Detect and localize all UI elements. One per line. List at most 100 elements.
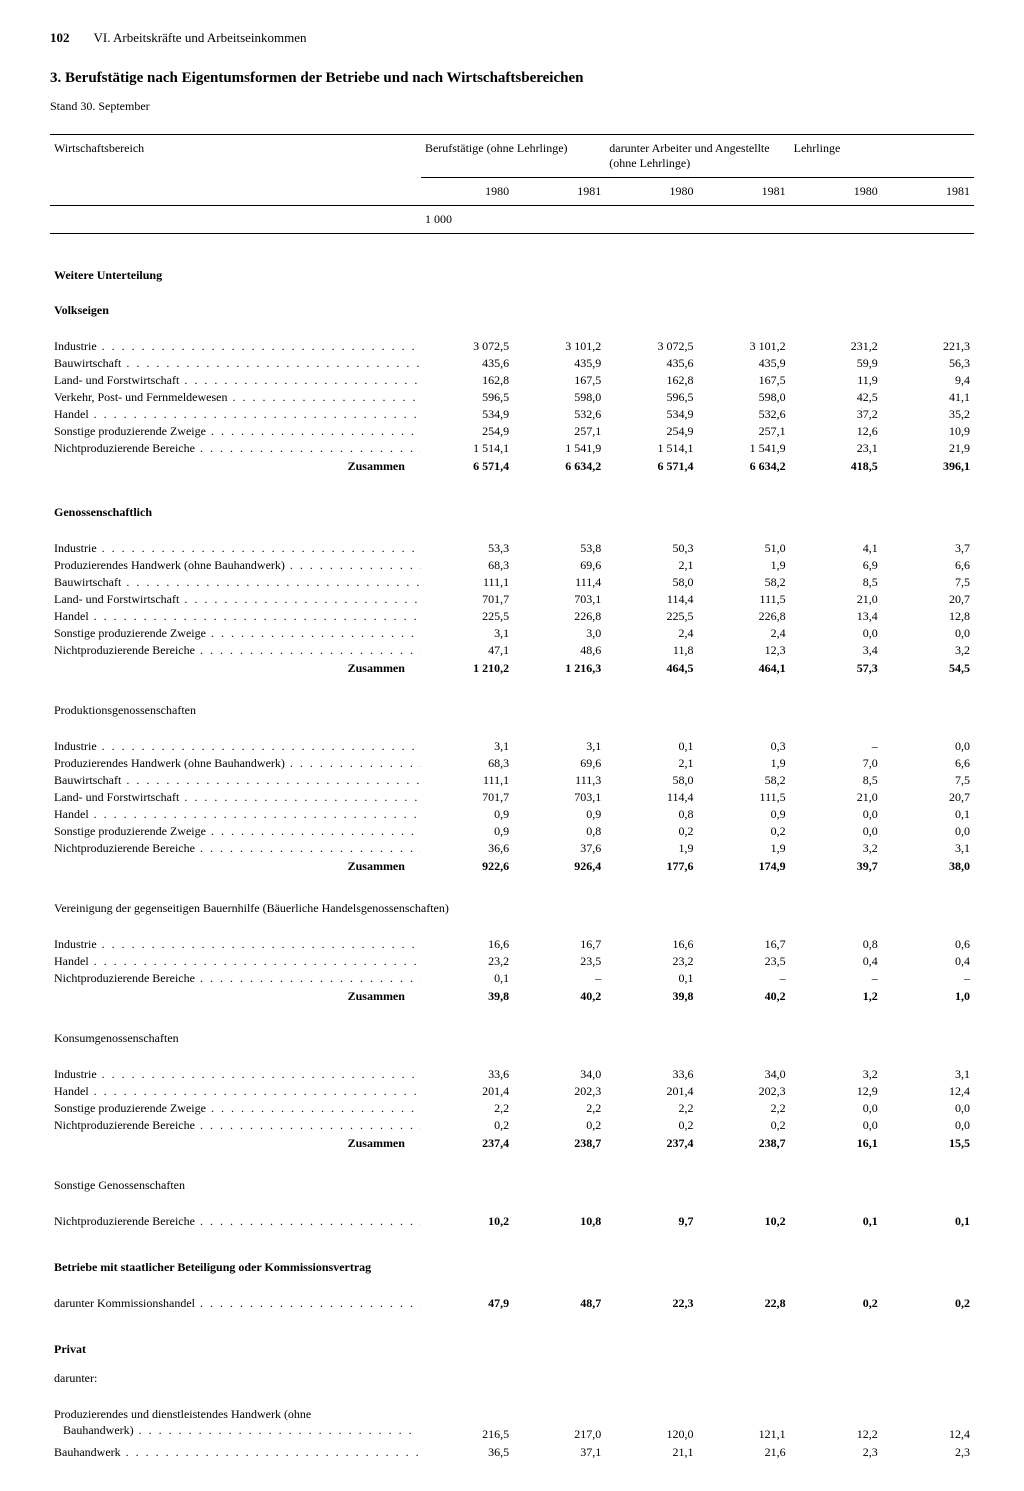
data-cell: –	[882, 970, 974, 987]
data-cell: 202,3	[697, 1083, 789, 1100]
col-header-label: Wirtschaftsbereich	[50, 135, 421, 206]
data-cell: 6,6	[882, 557, 974, 574]
data-cell: 257,1	[513, 423, 605, 440]
row-label: Handel	[50, 608, 421, 625]
data-cell: 598,0	[697, 389, 789, 406]
data-cell: 3,2	[882, 642, 974, 659]
total-label: Zusammen	[50, 987, 421, 1005]
data-cell: 0,0	[790, 625, 882, 642]
page-header: 102 VI. Arbeitskräfte und Arbeitseinkomm…	[50, 30, 974, 46]
data-cell: 0,8	[790, 936, 882, 953]
data-cell: 0,2	[605, 1117, 697, 1134]
data-cell: 532,6	[697, 406, 789, 423]
row-label: Sonstige produzierende Zweige	[50, 625, 421, 642]
row-label: Nichtproduzierende Bereiche	[50, 1213, 421, 1230]
data-cell: 39,8	[421, 987, 513, 1005]
data-cell: 3,2	[790, 1066, 882, 1083]
data-cell: 1 216,3	[513, 659, 605, 677]
data-cell: 20,7	[882, 789, 974, 806]
data-cell: 534,9	[421, 406, 513, 423]
year-header: 1981	[882, 178, 974, 206]
data-cell: 0,1	[790, 1213, 882, 1230]
data-cell: 0,2	[421, 1117, 513, 1134]
data-cell: 167,5	[697, 372, 789, 389]
subheading: Sonstige Genossenschaften	[50, 1168, 974, 1197]
row-label: Sonstige produzierende Zweige	[50, 1100, 421, 1117]
data-cell: 435,6	[605, 355, 697, 372]
data-cell: 23,1	[790, 440, 882, 457]
data-cell: 596,5	[421, 389, 513, 406]
data-cell: 2,4	[697, 625, 789, 642]
row-label: Nichtproduzierende Bereiche	[50, 970, 421, 987]
data-cell: 922,6	[421, 857, 513, 875]
data-cell: 0,8	[513, 823, 605, 840]
data-cell: 0,2	[605, 823, 697, 840]
data-cell: 22,8	[697, 1295, 789, 1312]
data-cell: 2,2	[421, 1100, 513, 1117]
data-cell: 217,0	[513, 1406, 605, 1444]
data-cell: 926,4	[513, 857, 605, 875]
data-cell: 0,6	[882, 936, 974, 953]
row-label: Handel	[50, 406, 421, 423]
data-cell: 435,9	[697, 355, 789, 372]
data-cell: 254,9	[421, 423, 513, 440]
row-label: Nichtproduzierende Bereiche	[50, 840, 421, 857]
data-cell: 0,9	[697, 806, 789, 823]
data-cell: 435,9	[513, 355, 605, 372]
data-cell: 534,9	[605, 406, 697, 423]
col-header-group2: darunter Arbeiter und Angestellte (ohne …	[605, 135, 789, 178]
data-cell: 201,4	[605, 1083, 697, 1100]
data-cell: 12,8	[882, 608, 974, 625]
data-cell: 21,1	[605, 1444, 697, 1461]
data-cell: 2,3	[882, 1444, 974, 1461]
data-cell: 0,3	[697, 738, 789, 755]
row-label: Industrie	[50, 738, 421, 755]
data-cell: 37,2	[790, 406, 882, 423]
data-cell: 0,0	[882, 1117, 974, 1134]
data-cell: 0,0	[790, 823, 882, 840]
section-title: 3. Berufstätige nach Eigentumsformen der…	[50, 70, 974, 87]
data-cell: 2,2	[513, 1100, 605, 1117]
data-cell: 37,1	[513, 1444, 605, 1461]
data-cell: 21,0	[790, 789, 882, 806]
data-cell: 53,3	[421, 540, 513, 557]
data-cell: 3 101,2	[697, 338, 789, 355]
data-cell: 34,0	[513, 1066, 605, 1083]
data-cell: 21,6	[697, 1444, 789, 1461]
data-cell: 54,5	[882, 659, 974, 677]
data-cell: 2,2	[697, 1100, 789, 1117]
subheading: Produktionsgenossenschaften	[50, 693, 974, 722]
data-cell: 111,1	[421, 772, 513, 789]
data-cell: 3 072,5	[421, 338, 513, 355]
data-cell: 3 072,5	[605, 338, 697, 355]
data-cell: 9,4	[882, 372, 974, 389]
data-cell: –	[790, 970, 882, 987]
total-label: Zusammen	[50, 857, 421, 875]
data-cell: 16,7	[697, 936, 789, 953]
data-cell: 0,2	[790, 1295, 882, 1312]
data-cell: 174,9	[697, 857, 789, 875]
data-cell: 68,3	[421, 755, 513, 772]
data-cell: 58,2	[697, 574, 789, 591]
year-header: 1980	[790, 178, 882, 206]
data-cell: 6,9	[790, 557, 882, 574]
data-cell: 33,6	[421, 1066, 513, 1083]
row-label: Produzierendes und dienstleistendes Hand…	[50, 1406, 421, 1444]
data-cell: 0,4	[790, 953, 882, 970]
data-cell: 0,1	[605, 970, 697, 987]
data-cell: 12,9	[790, 1083, 882, 1100]
data-cell: 257,1	[697, 423, 789, 440]
data-cell: 0,8	[605, 806, 697, 823]
data-cell: 201,4	[421, 1083, 513, 1100]
year-header: 1981	[697, 178, 789, 206]
data-table: Wirtschaftsbereich Berufstätige (ohne Le…	[50, 134, 974, 1461]
data-cell: 0,0	[882, 1100, 974, 1117]
data-cell: 0,1	[421, 970, 513, 987]
data-cell: 0,2	[697, 823, 789, 840]
data-cell: 36,6	[421, 840, 513, 857]
data-cell: 10,2	[697, 1213, 789, 1230]
data-cell: 0,2	[697, 1117, 789, 1134]
data-cell: 0,2	[882, 1295, 974, 1312]
subtitle: Stand 30. September	[50, 99, 974, 114]
data-cell: 111,1	[421, 574, 513, 591]
